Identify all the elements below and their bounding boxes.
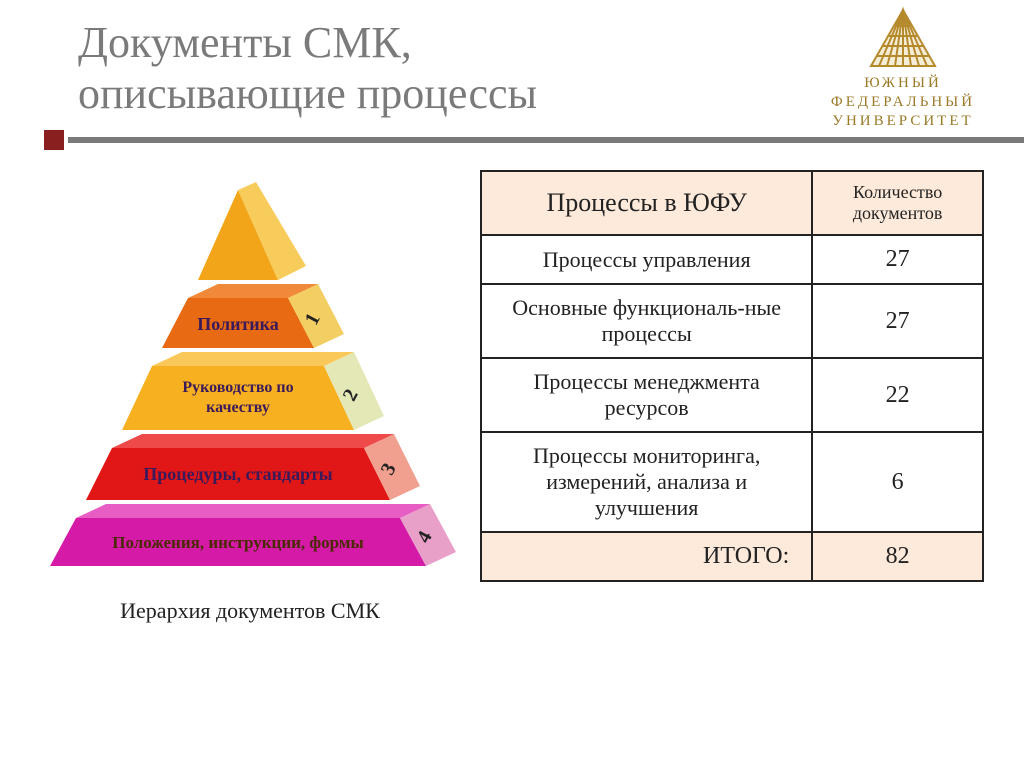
row-value: 6 (812, 432, 983, 532)
pyramid-tier-2: Руководство по качеству 2 (122, 352, 384, 430)
table-row: Процессы мониторинга, измерений, анализа… (481, 432, 983, 532)
logo-text: ЮЖНЫЙ ФЕДЕРАЛЬНЫЙ УНИВЕРСИТЕТ (808, 74, 998, 130)
pyramid-tier-3: Процедуры, стандарты 3 (86, 434, 420, 500)
pyramid-tier-1: Политика 1 (162, 284, 344, 348)
pyramid-svg: Политика 1 Руководство по качеству 2 (28, 180, 468, 570)
processes-table: Процессы в ЮФУ Количество документов Про… (480, 170, 984, 582)
svg-text:Процедуры, стандарты: Процедуры, стандарты (143, 464, 333, 484)
svg-text:Положения, инструкции, формы: Положения, инструкции, формы (112, 533, 363, 552)
pyramid-apex (198, 182, 306, 280)
pyramid-column: Политика 1 Руководство по качеству 2 (0, 170, 480, 768)
pyramid-tier-4: Положения, инструкции, формы 4 (50, 504, 456, 566)
table-row: Основные функциональ-ные процессы 27 (481, 284, 983, 358)
logo-pyramid-icon (865, 6, 941, 70)
total-label: ИТОГО: (481, 532, 812, 581)
title-line-2: описывающие процессы (78, 69, 537, 118)
title-line-1: Документы СМК, (78, 18, 412, 67)
table-row: Процессы менеджмента ресурсов 22 (481, 358, 983, 432)
table-header-row: Процессы в ЮФУ Количество документов (481, 171, 983, 235)
table-row: Процессы управления 27 (481, 235, 983, 284)
svg-text:Руководство по: Руководство по (182, 379, 293, 396)
hierarchy-pyramid: Политика 1 Руководство по качеству 2 (28, 180, 468, 570)
header-processes: Процессы в ЮФУ (481, 171, 812, 235)
content-area: Политика 1 Руководство по качеству 2 (0, 170, 1024, 768)
header-count: Количество документов (812, 171, 983, 235)
row-name: Процессы управления (481, 235, 812, 284)
row-name: Процессы менеджмента ресурсов (481, 358, 812, 432)
accent-square (44, 130, 64, 150)
tier-1-label: Политика (197, 314, 279, 334)
accent-bar (68, 137, 1024, 143)
row-value: 27 (812, 284, 983, 358)
table-total-row: ИТОГО: 82 (481, 532, 983, 581)
row-value: 22 (812, 358, 983, 432)
total-value: 82 (812, 532, 983, 581)
svg-text:качеству: качеству (206, 399, 270, 416)
row-value: 27 (812, 235, 983, 284)
pyramid-caption: Иерархия документов СМК (20, 598, 480, 624)
table-column: Процессы в ЮФУ Количество документов Про… (480, 170, 1024, 768)
row-name: Основные функциональ-ные процессы (481, 284, 812, 358)
row-name: Процессы мониторинга, измерений, анализа… (481, 432, 812, 532)
university-logo: ЮЖНЫЙ ФЕДЕРАЛЬНЫЙ УНИВЕРСИТЕТ (808, 6, 998, 130)
